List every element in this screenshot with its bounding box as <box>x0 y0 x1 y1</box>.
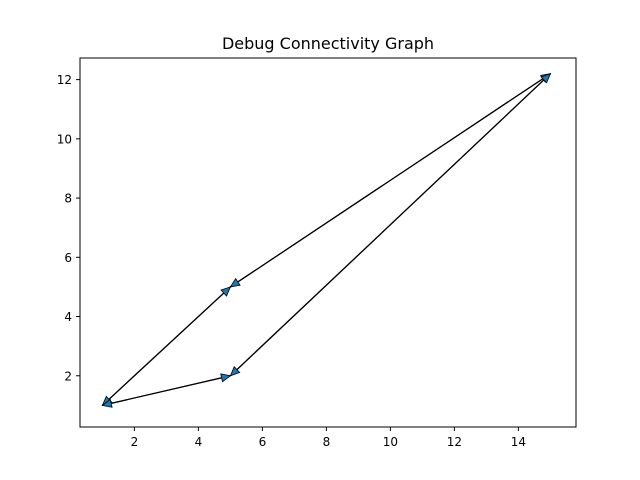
edge-line-7 <box>229 73 551 377</box>
arrowheads-layer <box>101 73 552 408</box>
y-tick-label: 10 <box>57 132 72 146</box>
edge-line-1 <box>101 286 231 406</box>
edge-arrowhead-3 <box>229 277 241 288</box>
x-tick-label: 8 <box>323 435 331 449</box>
y-tick-label: 6 <box>64 251 72 265</box>
x-tick-label: 10 <box>383 435 398 449</box>
edge-arrowhead-6 <box>540 73 552 84</box>
edge-arrowhead-0 <box>220 286 232 297</box>
x-tick-label: 14 <box>511 435 526 449</box>
edge-arrowhead-5 <box>101 398 113 408</box>
chart-title: Debug Connectivity Graph <box>222 34 434 53</box>
y-tick-label: 8 <box>64 192 72 206</box>
x-tick-label: 12 <box>447 435 462 449</box>
edge-arrowhead-4 <box>220 373 232 383</box>
y-tick-label: 2 <box>64 369 72 383</box>
x-tick-label: 2 <box>131 435 139 449</box>
y-axis: 2 4 6 8 10 12 <box>57 73 80 383</box>
x-tick-label: 4 <box>195 435 203 449</box>
y-tick-label: 12 <box>57 73 72 87</box>
y-tick-label: 4 <box>64 310 72 324</box>
edge-line-5 <box>102 375 231 406</box>
plot-frame <box>79 57 577 428</box>
edge-line-3 <box>230 73 551 288</box>
x-tick-label: 6 <box>259 435 267 449</box>
edge-arrowhead-7 <box>229 365 241 377</box>
edges-layer <box>101 73 551 406</box>
x-axis: 2 4 6 8 10 12 14 <box>131 427 526 449</box>
